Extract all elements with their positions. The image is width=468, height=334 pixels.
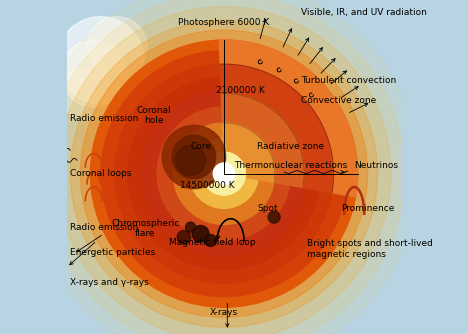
Text: 2100000 K: 2100000 K	[216, 86, 265, 95]
Circle shape	[213, 163, 234, 184]
Circle shape	[219, 168, 229, 179]
Text: Radiative zone: Radiative zone	[257, 143, 324, 151]
Circle shape	[203, 152, 245, 195]
Polygon shape	[221, 94, 304, 188]
Circle shape	[60, 67, 114, 120]
Text: Spot: Spot	[257, 204, 278, 213]
Text: Coronal
hole: Coronal hole	[137, 106, 171, 125]
Text: Convective zone: Convective zone	[301, 96, 376, 105]
Text: X-rays: X-rays	[210, 308, 238, 317]
Text: Prominence: Prominence	[341, 204, 394, 213]
Circle shape	[213, 163, 234, 184]
Circle shape	[90, 40, 358, 307]
Text: Bright spots and short-lived
magnetic regions: Bright spots and short-lived magnetic re…	[307, 239, 433, 259]
Circle shape	[203, 152, 245, 195]
Circle shape	[173, 123, 275, 224]
Text: Radio emission: Radio emission	[70, 223, 139, 231]
Text: Chromospheric
flare: Chromospheric flare	[111, 219, 180, 238]
Circle shape	[141, 91, 307, 257]
Circle shape	[176, 145, 205, 175]
Circle shape	[80, 30, 367, 317]
Text: Radio emission: Radio emission	[70, 114, 139, 123]
Circle shape	[268, 211, 280, 223]
Text: Coronal loops: Coronal loops	[70, 169, 132, 178]
Circle shape	[30, 0, 418, 334]
Circle shape	[57, 7, 391, 334]
Text: 14500000 K: 14500000 K	[180, 181, 234, 190]
Circle shape	[157, 107, 291, 240]
Text: Magnetic field loop: Magnetic field loop	[169, 238, 256, 246]
Circle shape	[186, 222, 196, 232]
Polygon shape	[220, 64, 334, 193]
Text: Core: Core	[190, 143, 211, 151]
Text: Photosphere 6000 K: Photosphere 6000 K	[178, 18, 270, 27]
Circle shape	[60, 40, 127, 107]
Circle shape	[101, 51, 347, 297]
Polygon shape	[219, 40, 358, 197]
Circle shape	[177, 230, 190, 244]
Polygon shape	[223, 152, 245, 177]
Circle shape	[128, 77, 320, 270]
Circle shape	[87, 17, 147, 77]
Polygon shape	[222, 123, 275, 182]
Text: Neutrinos: Neutrinos	[354, 161, 398, 170]
Text: Thermonuclear reactions: Thermonuclear reactions	[234, 161, 347, 170]
Circle shape	[205, 234, 217, 246]
Circle shape	[70, 20, 378, 327]
Circle shape	[115, 64, 334, 283]
Text: Energetic particles: Energetic particles	[70, 248, 155, 257]
Text: Turbulent convection: Turbulent convection	[301, 76, 396, 85]
Circle shape	[189, 139, 259, 208]
Circle shape	[44, 0, 404, 334]
Circle shape	[162, 125, 226, 189]
Circle shape	[172, 135, 216, 179]
Text: Visible, IR, and UV radiation: Visible, IR, and UV radiation	[301, 8, 427, 17]
Circle shape	[192, 225, 209, 242]
Text: X-rays and γ-rays: X-rays and γ-rays	[70, 278, 149, 287]
Circle shape	[57, 17, 144, 104]
